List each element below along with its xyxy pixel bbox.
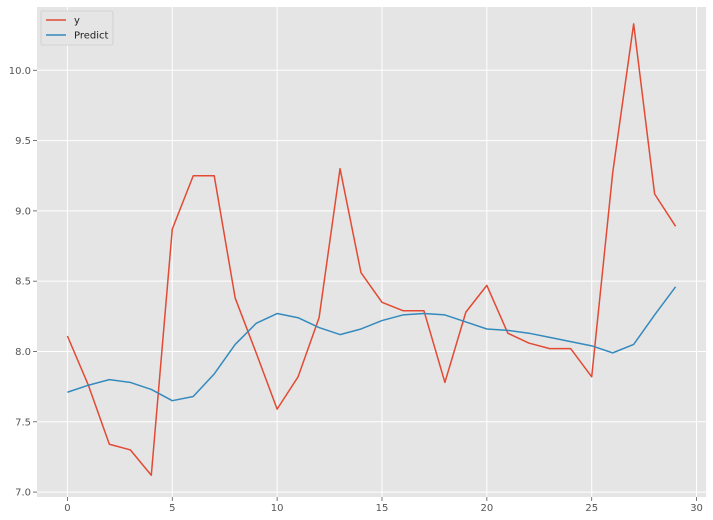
y-axis: 7.0 7.5 8.0 8.5 9.0 9.5 10.0	[9, 66, 37, 499]
x-tick-label: 20	[480, 503, 493, 514]
y-tick-label: 8.5	[15, 277, 31, 288]
y-tick-label: 10.0	[9, 66, 31, 77]
grid	[37, 7, 706, 497]
series-line-y	[66, 23, 677, 476]
y-tick-label: 9.0	[15, 206, 31, 217]
legend-label-predict: Predict	[74, 31, 109, 42]
y-tick-label: 8.0	[15, 347, 31, 358]
x-tick-label: 25	[585, 503, 598, 514]
y-tick-label: 7.5	[15, 417, 31, 428]
x-tick-label: 15	[376, 503, 389, 514]
x-tick-label: 30	[690, 503, 703, 514]
series-line-predict	[67, 286, 677, 402]
x-tick-label: 5	[169, 503, 175, 514]
y-tick-label: 7.0	[15, 488, 31, 499]
legend: y Predict	[40, 10, 114, 46]
x-axis: 0 5 10 15 20 25 30	[64, 497, 703, 514]
legend-label-y: y	[74, 16, 80, 27]
x-tick-label: 0	[64, 503, 70, 514]
x-tick-label: 10	[271, 503, 284, 514]
plot-background	[37, 7, 706, 497]
series-group	[66, 23, 677, 476]
y-tick-label: 9.5	[15, 136, 31, 147]
